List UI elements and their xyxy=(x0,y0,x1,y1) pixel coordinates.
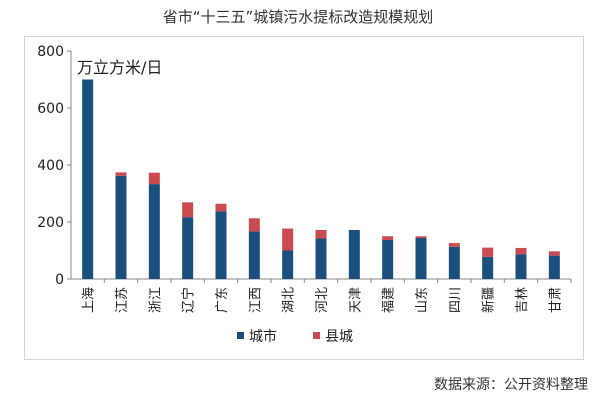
legend-swatch-county xyxy=(313,332,320,339)
data-source: 数据来源：公开资料整理 xyxy=(434,377,588,393)
bar-city xyxy=(415,237,427,279)
bar-county xyxy=(215,203,227,212)
bar-county xyxy=(282,228,294,251)
y-tick-label: 600 xyxy=(37,101,64,117)
x-tick-label: 山东 xyxy=(415,287,430,313)
bar-county xyxy=(415,236,427,238)
unit-label: 万立方米/日 xyxy=(77,58,162,77)
legend-label-city: 城市 xyxy=(249,328,277,345)
y-tick-label: 0 xyxy=(55,272,64,288)
y-tick-label: 400 xyxy=(37,158,64,174)
bar-city xyxy=(515,254,527,279)
bar-county xyxy=(548,251,560,256)
bar-city xyxy=(448,246,460,279)
x-tick-label: 天津 xyxy=(348,287,363,313)
bar-county xyxy=(482,247,494,257)
bar-city xyxy=(115,175,127,279)
y-tick-label: 200 xyxy=(37,215,64,231)
bar-city xyxy=(82,79,94,279)
bar-city xyxy=(482,256,494,279)
legend-label-county: 县城 xyxy=(325,329,353,345)
bar-county xyxy=(315,229,327,239)
bar-chart: 0 200 400 600 800 万立方米/日上海 江苏 浙江 辽宁 广东 江西 湖北 河北 天津 福建山… xyxy=(37,44,572,345)
x-tick-label: 甘肃 xyxy=(548,287,563,313)
bar-county xyxy=(515,247,527,255)
chart-title: 省市“十三五”城镇污水提标改造规模规划 xyxy=(162,8,434,26)
x-tick-label: 福建 xyxy=(382,287,397,313)
bar-city xyxy=(282,250,294,279)
bar-city xyxy=(182,217,194,279)
x-tick-label: 广东 xyxy=(215,287,230,313)
y-tick-label: 800 xyxy=(37,44,64,60)
bar-county xyxy=(115,172,127,176)
bar-county xyxy=(448,243,460,247)
x-tick-label: 四川 xyxy=(448,287,463,313)
bar-county xyxy=(148,172,160,185)
x-tick-label: 浙江 xyxy=(148,287,163,313)
x-tick-label: 辽宁 xyxy=(181,287,197,313)
legend-swatch-city xyxy=(237,332,244,339)
bar-city xyxy=(315,238,327,279)
bar-city xyxy=(248,231,260,279)
x-tick-label: 河北 xyxy=(315,287,330,313)
bar-county xyxy=(182,202,194,218)
x-tick-label: 吉林 xyxy=(515,287,530,313)
x-tick-label: 新疆 xyxy=(481,287,497,313)
x-tick-label: 湖北 xyxy=(282,287,297,313)
bar-city xyxy=(548,255,560,279)
bar-city xyxy=(148,184,160,279)
bar-city xyxy=(382,239,394,279)
x-tick-label: 江西 xyxy=(248,287,263,313)
chart-frame: 0 200 400 600 800 万立方米/日上海 江苏 浙江 辽宁 广东 江西 湖北 河北 天津 福建山… xyxy=(24,36,584,360)
bar-city xyxy=(348,229,360,279)
bar-county xyxy=(382,236,394,240)
bar-county xyxy=(248,218,260,232)
bar-city xyxy=(215,211,227,279)
x-tick-label: 上海 xyxy=(82,287,97,313)
x-tick-label: 江苏 xyxy=(114,287,130,313)
